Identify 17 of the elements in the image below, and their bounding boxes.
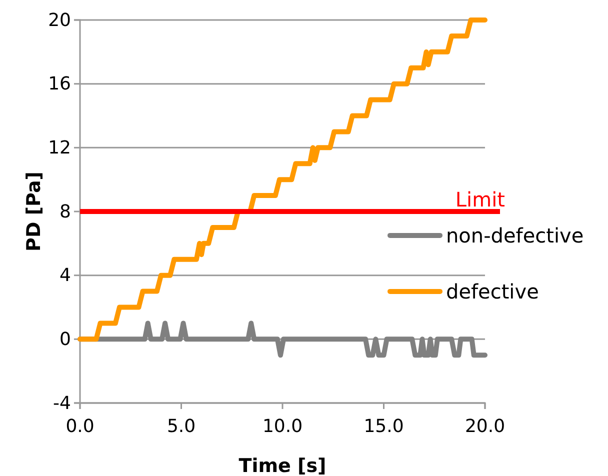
x-tick-label: 15.0 <box>364 416 404 437</box>
x-tick-label: 20.0 <box>464 416 506 437</box>
x-tick-label: 5.0 <box>166 416 196 437</box>
y-tick-label: 4 <box>60 265 71 286</box>
ref-line-label: Limit <box>455 188 506 212</box>
y-tick-label: 20 <box>48 10 71 31</box>
y-tick-label: -4 <box>53 392 71 414</box>
legend-label: non-defective <box>446 223 584 248</box>
x-tick-label: 0.0 <box>66 416 94 437</box>
x-axis-title: Time [s] <box>238 455 326 476</box>
x-tick-label: 10.0 <box>262 416 303 437</box>
y-tick-label: 16 <box>48 74 71 95</box>
y-tick-label: 0 <box>60 328 71 350</box>
y-tick-label: 8 <box>60 201 71 222</box>
y-tick-label: 12 <box>48 137 71 158</box>
y-axis-title: PD [Pa] <box>23 172 45 252</box>
legend-label: defective <box>446 279 539 304</box>
